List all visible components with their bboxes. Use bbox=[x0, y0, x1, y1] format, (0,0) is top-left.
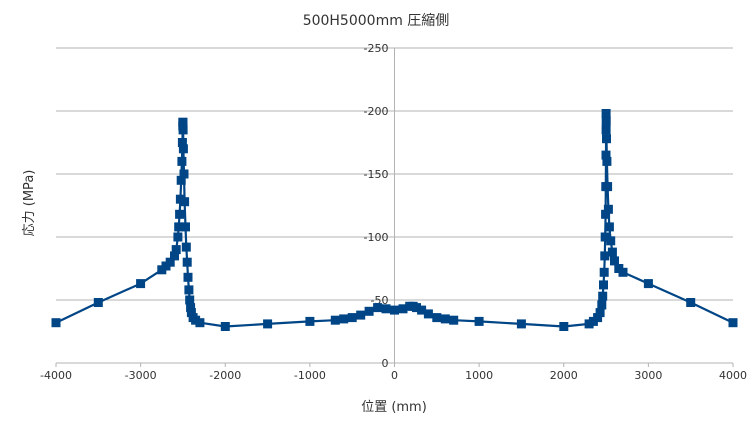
data-point-marker bbox=[601, 109, 611, 118]
data-point-marker bbox=[51, 318, 61, 328]
data-point-marker bbox=[181, 222, 190, 232]
data-point-marker bbox=[373, 303, 383, 313]
data-point-marker bbox=[602, 156, 612, 166]
data-point-marker bbox=[618, 267, 628, 277]
data-point-marker bbox=[600, 251, 610, 261]
data-point-marker bbox=[601, 125, 611, 135]
data-point-marker bbox=[595, 308, 605, 318]
data-point-marker bbox=[178, 144, 188, 154]
data-point-marker bbox=[599, 280, 608, 290]
y-axis-title: 応力 (MPa) bbox=[22, 170, 37, 237]
data-point-marker bbox=[356, 310, 366, 320]
data-point-marker bbox=[597, 300, 607, 310]
x-tick-label: -1000 bbox=[294, 369, 326, 382]
y-tick-label: 0 bbox=[382, 357, 389, 370]
data-point-marker bbox=[603, 182, 613, 192]
data-point-marker bbox=[606, 236, 616, 246]
data-point-marker bbox=[643, 279, 653, 289]
data-point-marker bbox=[178, 125, 188, 135]
data-point-marker bbox=[195, 318, 205, 328]
y-tick-labels: 0-50-100-150-200-250 bbox=[364, 42, 389, 370]
data-point-marker bbox=[449, 315, 459, 325]
x-tick-label: -4000 bbox=[40, 369, 72, 382]
data-point-marker bbox=[559, 322, 569, 331]
data-point-marker bbox=[728, 318, 738, 328]
data-point-marker bbox=[440, 314, 450, 324]
data-point-marker bbox=[417, 305, 427, 315]
data-point-marker bbox=[599, 267, 609, 277]
data-point-marker bbox=[601, 209, 611, 219]
data-point-marker bbox=[305, 316, 315, 326]
data-point-marker bbox=[610, 256, 619, 266]
data-point-marker bbox=[603, 204, 613, 214]
data-point-marker bbox=[263, 319, 273, 329]
data-point-marker bbox=[474, 316, 484, 326]
data-point-marker bbox=[177, 156, 187, 166]
data-point-marker bbox=[412, 303, 421, 313]
x-tick-label: 1000 bbox=[465, 369, 493, 382]
data-point-marker bbox=[600, 232, 610, 242]
data-point-marker bbox=[184, 285, 194, 295]
data-point-marker bbox=[347, 313, 357, 323]
x-tick-labels: -4000 -3000 -2000 -1000 0 1000 2000 3000 4000 bbox=[40, 363, 747, 382]
data-point-marker bbox=[178, 117, 188, 127]
data-point-marker bbox=[516, 319, 526, 329]
data-point-marker bbox=[93, 298, 103, 307]
data-point-marker bbox=[432, 313, 442, 323]
data-point-marker bbox=[180, 197, 190, 207]
x-tick-label: 4000 bbox=[719, 369, 747, 382]
data-point-marker bbox=[181, 242, 191, 252]
x-tick-label: 2000 bbox=[550, 369, 578, 382]
y-tick-label: -100 bbox=[364, 231, 389, 244]
y-tick-label: -250 bbox=[364, 42, 389, 55]
y-tick-label: -150 bbox=[364, 168, 389, 181]
data-point-marker bbox=[165, 257, 175, 267]
data-series bbox=[51, 109, 738, 331]
data-point-marker bbox=[598, 291, 608, 301]
data-point-marker bbox=[182, 257, 192, 267]
data-point-marker bbox=[176, 175, 186, 185]
x-tick-label: 3000 bbox=[634, 369, 662, 382]
data-point-marker bbox=[593, 313, 603, 323]
data-point-marker bbox=[601, 150, 611, 160]
data-point-marker bbox=[364, 306, 374, 316]
data-point-marker bbox=[381, 304, 391, 314]
data-point-marker bbox=[398, 304, 408, 314]
data-point-marker bbox=[607, 247, 617, 257]
chart-title: 500H5000mm 圧縮側 bbox=[303, 13, 450, 29]
data-point-marker bbox=[604, 222, 614, 232]
data-point-marker bbox=[175, 209, 185, 219]
data-point-marker bbox=[602, 134, 611, 144]
data-point-marker bbox=[185, 295, 195, 305]
x-axis-title: 位置 (mm) bbox=[361, 400, 427, 415]
data-point-marker bbox=[177, 138, 187, 147]
data-point-marker bbox=[173, 232, 183, 242]
data-point-marker bbox=[136, 279, 146, 289]
data-point-marker bbox=[330, 315, 340, 325]
x-tick-label: -2000 bbox=[209, 369, 241, 382]
data-point-marker bbox=[171, 245, 181, 255]
axes bbox=[56, 48, 733, 364]
data-point-marker bbox=[601, 116, 611, 126]
data-point-marker bbox=[183, 272, 193, 282]
data-point-marker bbox=[174, 222, 184, 232]
data-point-marker bbox=[186, 308, 196, 318]
data-point-marker bbox=[170, 251, 179, 261]
data-point-marker bbox=[220, 322, 230, 331]
data-point-marker bbox=[423, 309, 433, 319]
x-tick-label: -3000 bbox=[125, 369, 157, 382]
data-point-marker bbox=[339, 314, 349, 324]
x-tick-label: 0 bbox=[391, 369, 398, 382]
data-point-marker bbox=[179, 169, 189, 179]
data-point-marker bbox=[390, 305, 399, 315]
data-point-marker bbox=[186, 303, 196, 313]
data-point-marker bbox=[686, 298, 696, 307]
y-tick-label: -200 bbox=[364, 105, 389, 118]
